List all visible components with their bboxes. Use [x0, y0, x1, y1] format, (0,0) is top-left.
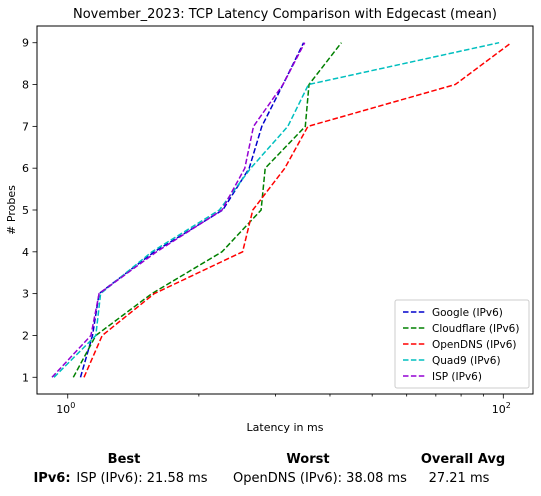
- best-value: ISP (IPv6): 21.58 ms: [76, 471, 208, 486]
- y-tick-label: 8: [22, 79, 29, 92]
- legend: Google (IPv6) Cloudflare (IPv6) OpenDNS (I…: [394, 299, 530, 389]
- series-line-google: [79, 42, 305, 378]
- series-line-cloudflare: [72, 42, 342, 378]
- y-tick-label: 1: [22, 371, 29, 384]
- worst-value: OpenDNS (IPv6): 38.08 ms: [233, 471, 407, 486]
- series-line-opendns: [83, 42, 512, 378]
- y-tick-label: 5: [22, 204, 29, 217]
- series-line-isp: [51, 42, 306, 378]
- y-tick-label: 9: [22, 37, 29, 50]
- series-line-quad9: [53, 41, 500, 378]
- y-axis: 1 2 3 4 5 6 7 8 9: [22, 37, 37, 384]
- legend-label: Cloudflare (IPv6): [432, 323, 519, 335]
- legend-label: Quad9 (IPv6): [432, 355, 501, 367]
- legend-label: ISP (IPv6): [432, 371, 482, 383]
- chart-title: November_2023: TCP Latency Comparison wi…: [73, 7, 497, 22]
- legend-label: Google (IPv6): [432, 307, 503, 319]
- y-tick-label: 4: [22, 246, 29, 259]
- ipv6-row-label: IPv6:: [33, 471, 71, 486]
- legend-label: OpenDNS (IPv6): [432, 339, 517, 351]
- overall-avg-value: 27.21 ms: [428, 471, 490, 486]
- x-axis: 100 102: [56, 394, 511, 416]
- x-tick-label: 100: [56, 401, 75, 416]
- y-tick-label: 7: [22, 120, 29, 133]
- latency-chart: November_2023: TCP Latency Comparison wi…: [5, 7, 534, 434]
- summary-stats: Best Worst Overall Avg IPv6: ISP (IPv6):…: [0, 448, 541, 496]
- x-tick-label: 102: [492, 401, 511, 416]
- worst-header: Worst: [286, 452, 330, 467]
- y-tick-label: 6: [22, 162, 29, 175]
- y-tick-label: 3: [22, 288, 29, 301]
- y-tick-label: 2: [22, 329, 29, 342]
- series-lines: [51, 41, 512, 378]
- y-axis-label: # Probes: [5, 185, 18, 235]
- best-header: Best: [107, 452, 141, 467]
- x-axis-label: Latency in ms: [247, 421, 324, 434]
- overall-avg-header: Overall Avg: [420, 452, 506, 467]
- legend-box: [394, 299, 530, 389]
